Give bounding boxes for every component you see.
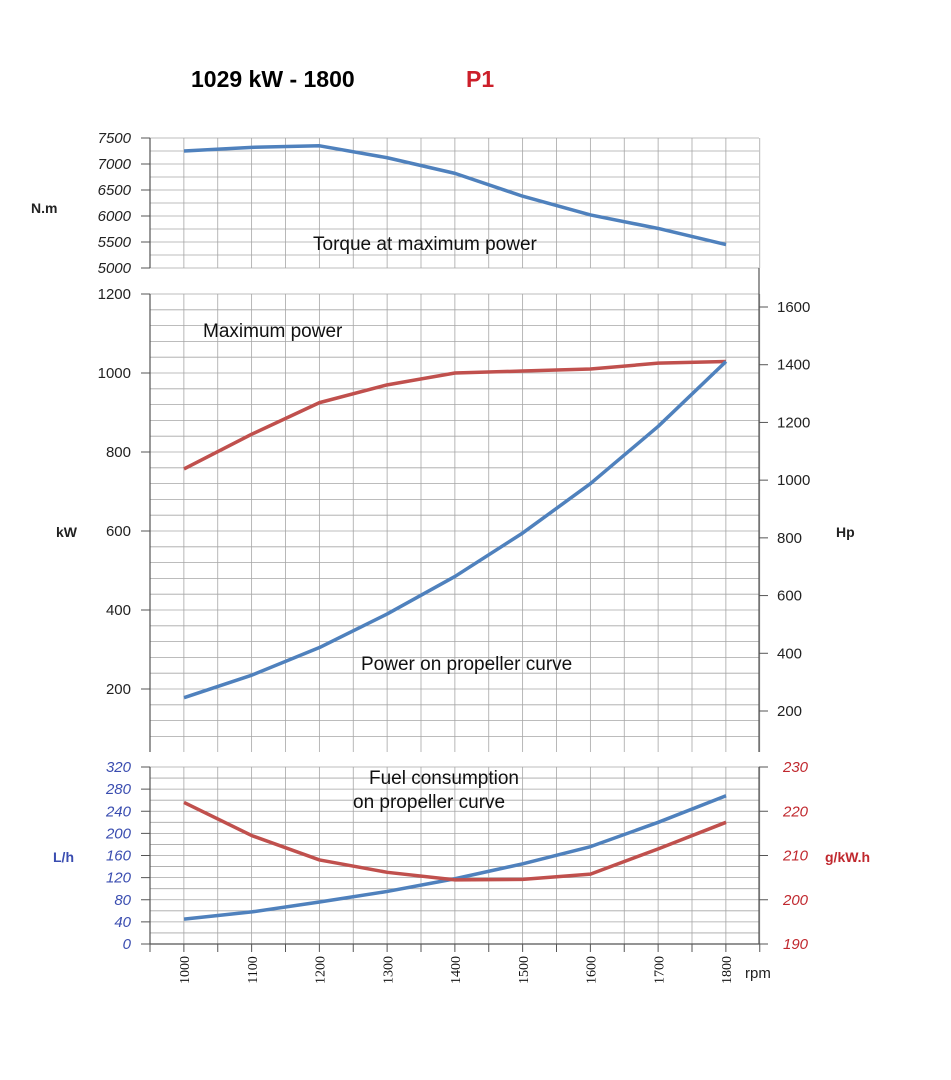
torque-line <box>183 144 727 247</box>
axes <box>141 137 768 952</box>
sfc-y-tick-label: 200 <box>782 892 809 909</box>
power-y-tick-label: 600 <box>106 523 131 540</box>
series <box>183 144 728 921</box>
x-tick-label: 1700 <box>652 956 667 984</box>
torque-y-tick-label: 7500 <box>98 130 132 147</box>
fuel-y-tick-label: 240 <box>105 803 132 820</box>
hp-y-tick-label: 800 <box>777 530 802 547</box>
power-y-tick-label: 1000 <box>98 365 131 382</box>
specific-consumption-line <box>183 800 727 882</box>
rating-tag: P1 <box>466 66 495 92</box>
x-tick-label: 1100 <box>246 956 261 983</box>
torque-y-tick-label: 6000 <box>98 208 132 225</box>
fuel-y-tick-label: 120 <box>106 870 132 887</box>
sfc-unit-label: g/kW.h <box>825 849 870 865</box>
grid <box>149 137 761 945</box>
power-y-tick-label: 1200 <box>98 286 131 303</box>
x-tick-label: 1300 <box>381 956 396 984</box>
power-unit-label: kW <box>56 524 78 540</box>
torque-unit-label: N.m <box>31 200 57 216</box>
max-power-line <box>183 359 727 471</box>
x-tick-label: 1200 <box>314 956 329 984</box>
sfc-y-tick-label: 190 <box>783 936 809 953</box>
torque-annotation: Torque at maximum power <box>313 234 538 255</box>
max-power-annotation: Maximum power <box>203 321 343 342</box>
hp-y-tick-label: 1600 <box>777 299 810 316</box>
fuel-y-tick-label: 160 <box>106 848 132 865</box>
hp-y-tick-label: 1400 <box>777 357 810 374</box>
hp-y-tick-label: 200 <box>777 703 802 720</box>
chart-title: 1029 kW - 1800 <box>191 66 355 92</box>
power-y-tick-label: 800 <box>106 444 131 461</box>
torque-y-tick-label: 5500 <box>98 234 132 251</box>
torque-y-tick-label: 7000 <box>98 156 132 173</box>
torque-y-tick-label: 6500 <box>98 182 132 199</box>
hp-y-tick-label: 400 <box>777 645 802 662</box>
fuel-unit-label: L/h <box>53 849 74 865</box>
power-y-tick-label: 200 <box>106 681 131 698</box>
hp-y-tick-label: 1200 <box>777 414 810 431</box>
x-tick-label: 1800 <box>720 956 735 984</box>
sfc-y-tick-label: 220 <box>782 803 809 820</box>
fuel-annotation-line-1: Fuel consumption <box>369 768 519 789</box>
propeller-power-annotation: Power on propeller curve <box>361 654 572 675</box>
hp-unit-label: Hp <box>836 524 855 540</box>
hp-y-tick-label: 600 <box>777 588 802 605</box>
x-tick-label: 1500 <box>517 956 532 984</box>
fuel-y-tick-label: 80 <box>114 892 131 909</box>
x-tick-label: 1400 <box>449 956 464 984</box>
propeller-power-line <box>183 360 728 700</box>
x-axis-label: rpm <box>745 965 771 982</box>
fuel-y-tick-label: 200 <box>105 825 132 842</box>
hp-y-tick-label: 1000 <box>777 472 810 489</box>
fuel-y-tick-label: 320 <box>106 759 132 776</box>
x-tick-label: 1600 <box>585 956 600 984</box>
fuel-y-tick-label: 0 <box>123 936 132 953</box>
torque-y-tick-label: 5000 <box>98 260 132 277</box>
sfc-y-tick-label: 210 <box>782 848 809 865</box>
power-y-tick-label: 400 <box>106 602 131 619</box>
x-tick-label: 1000 <box>178 956 193 984</box>
fuel-y-tick-label: 280 <box>105 781 132 798</box>
fuel-y-tick-label: 40 <box>114 914 131 931</box>
fuel-annotation-line-2: on propeller curve <box>353 792 505 813</box>
sfc-y-tick-label: 230 <box>782 759 809 776</box>
